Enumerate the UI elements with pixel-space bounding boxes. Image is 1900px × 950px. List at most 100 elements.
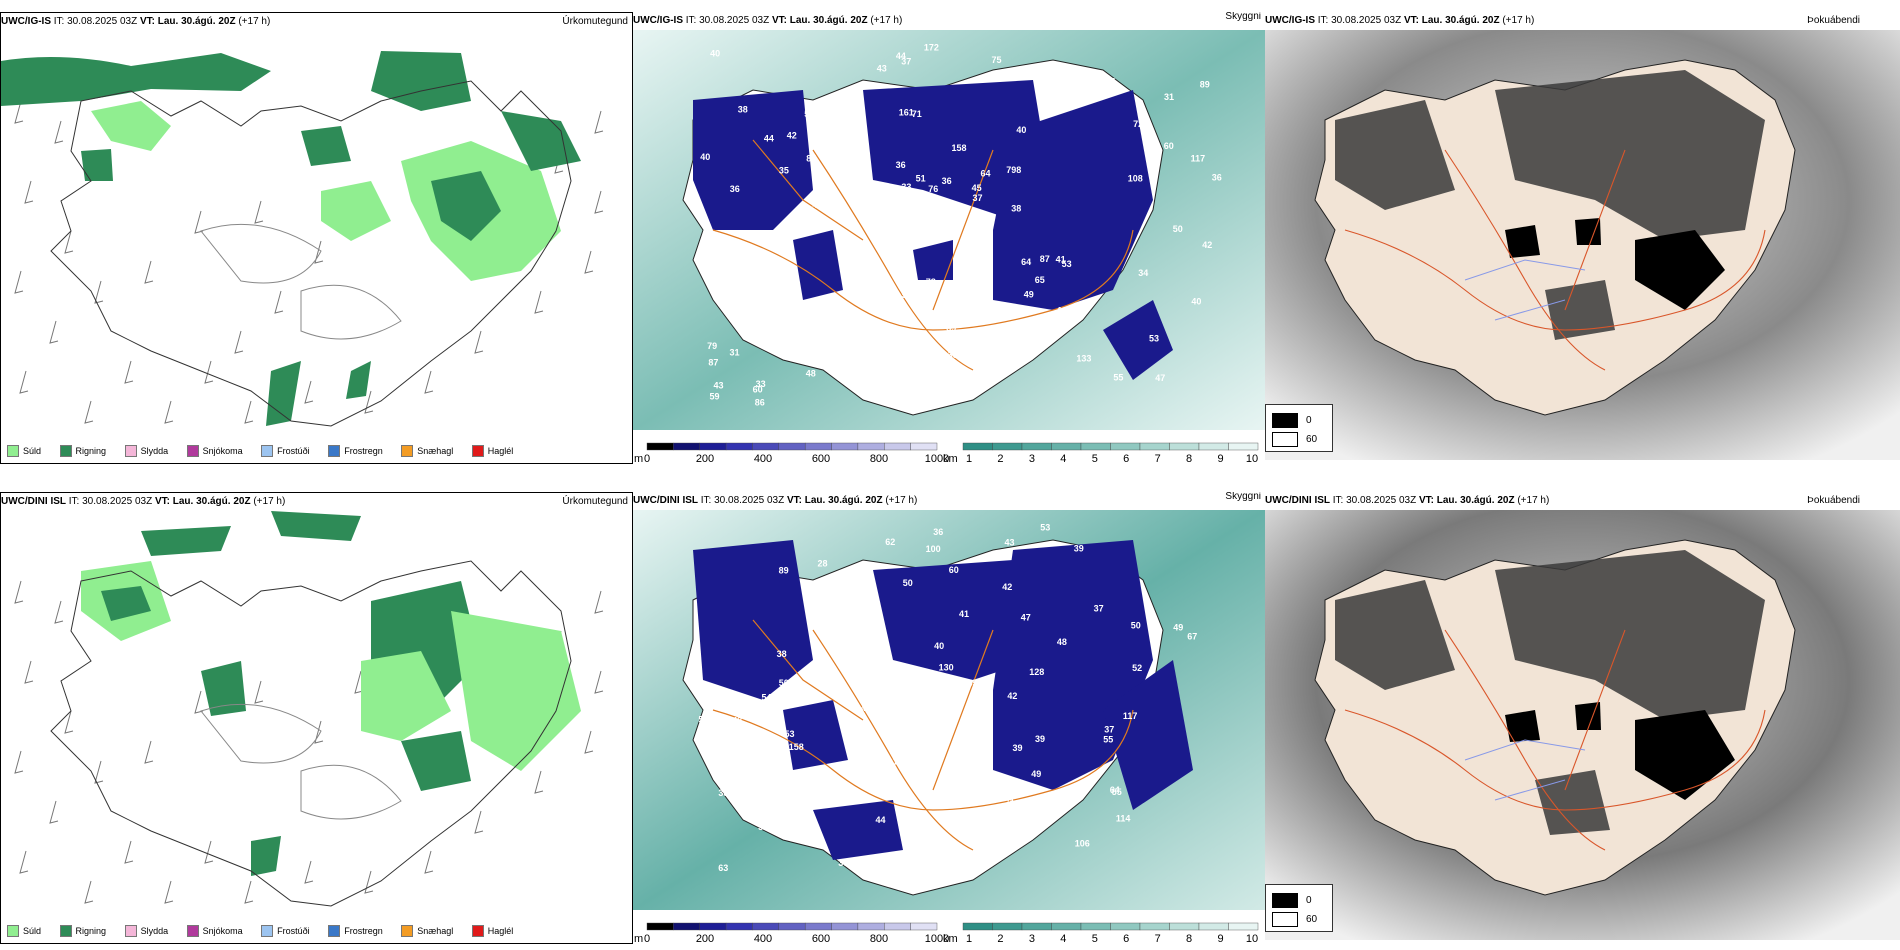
cloud-base-label: 35 [948, 350, 958, 360]
legend-swatch [261, 445, 274, 457]
cloud-base-label: 89 [779, 565, 789, 575]
height-scale-segment [752, 922, 780, 931]
road-network [1344, 629, 1766, 851]
cloud-base-label: 34 [905, 372, 915, 382]
legend-label: Haglél [487, 446, 514, 456]
cloud-base-label: 37 [1078, 73, 1088, 83]
cloud-base-label: 59 [710, 392, 720, 402]
visibility-value-labels: 39 39 28 37 39 33 158 50 50 48 43 36 49 46 45 62 114 170 9… [698, 523, 1198, 880]
low-cloud-areas [693, 80, 1173, 380]
cloud-base-label: 55 [1113, 373, 1123, 383]
legend-label: Súld [23, 926, 42, 936]
model-name: UWC/DINI ISL [633, 495, 698, 506]
model-name: UWC/DINI ISL [1, 496, 66, 507]
cloud-base-label: 34 [732, 310, 742, 320]
panel-header: UWC/DINI ISL IT: 30.08.2025 03Z VT: Lau.… [1, 493, 632, 511]
cloud-base-label: 135 [963, 678, 978, 688]
cloud-base-label: 101 [867, 857, 882, 867]
cloud-base-label: 42 [787, 131, 797, 141]
visibility-scale-segment [1139, 922, 1170, 931]
visibility-scale-segment [1228, 442, 1259, 451]
height-visibility-scales: m 0 200 400 600 800 1000 km 1 2 3 4 5 6 7 8 9 10 [634, 922, 1259, 944]
legend-label: Snjókoma [202, 926, 243, 936]
fog-legend-high-label: 60 [1306, 914, 1318, 925]
cloud-base-label: 35 [869, 770, 879, 780]
cloud-base-label: 43 [732, 716, 742, 726]
height-scale-segment [778, 922, 806, 931]
cloud-base-label: 41 [1056, 255, 1066, 265]
visibility-title: Skyggni [1225, 12, 1261, 22]
cloud-base-label: 65 [1035, 275, 1045, 285]
cloud-base-label: 172 [924, 43, 939, 53]
cloud-base-label: 40 [1191, 296, 1201, 306]
visibility-scale-segment [1021, 922, 1052, 931]
cloud-base-label: 50 [793, 782, 803, 792]
visibility-value-labels: 4736314840331611581281128784716453383736… [700, 43, 1222, 408]
cloud-base-label: 170 [698, 689, 713, 699]
cloud-base-label: 31 [1164, 92, 1174, 102]
legend-swatch [7, 925, 19, 937]
visibility-scale-tick: 2 [997, 453, 1003, 464]
visibility-scale-segment [1110, 922, 1141, 931]
cloud-base-label: 38 [1011, 204, 1021, 214]
visibility-scale-tick: 7 [1155, 933, 1161, 944]
vt-label: VT: [139, 16, 155, 27]
legend-item: Snjókoma [181, 439, 243, 463]
legend-swatch [124, 445, 137, 457]
legend-item: Frostregn [322, 439, 383, 463]
visibility-scale-tick: 4 [1060, 933, 1066, 944]
legend-label: Slydda [140, 926, 169, 936]
legend-item: Súld [1, 439, 41, 463]
legend-label: Frostúði [277, 446, 310, 456]
vt-label: VT: [771, 15, 787, 26]
cloud-base-label: 42 [741, 728, 751, 738]
legend-item: Frostúði [255, 439, 310, 463]
rivers [1464, 739, 1586, 801]
height-scale-segment [831, 922, 859, 931]
height-scale-segment [831, 442, 859, 451]
fog-index-dark-areas [1335, 70, 1765, 340]
cloud-base-label: 43 [1005, 538, 1015, 548]
height-scale-segment [778, 442, 806, 451]
precip-map [1, 511, 632, 921]
cloud-base-label: 117 [1191, 154, 1206, 164]
cloud-base-label: 58 [950, 380, 960, 390]
cloud-base-label: 40 [1016, 125, 1026, 135]
lead-time: (+17 h) [1517, 495, 1550, 506]
height-scale: m 0 200 400 600 800 1000 [634, 442, 949, 464]
fog-legend-high: 60 [1272, 432, 1317, 447]
visibility-scale-segment [992, 442, 1023, 451]
cloud-base-label: 114 [1116, 813, 1131, 823]
cloud-base-label: 315 [787, 770, 802, 780]
cloud-base-label: 63 [718, 863, 728, 873]
coastline [50, 560, 572, 907]
model-name: UWC/DINI ISL [1265, 495, 1330, 506]
legend-swatch [59, 445, 72, 457]
cloud-base-label: 36 [838, 858, 848, 868]
cloud-base-label: 71 [912, 109, 922, 119]
height-scale-tick: 800 [870, 933, 888, 944]
visibility-scale: km 1 2 3 4 5 6 7 8 9 10 [943, 442, 1259, 464]
legend-item: Súld [1, 919, 41, 943]
cloud-base-label: 45 [972, 183, 982, 193]
cloud-base-label: 34 [1138, 268, 1148, 278]
cloud-base-label: 37 [1094, 604, 1104, 614]
legend-label: Frostregn [344, 926, 383, 936]
cloud-base-label: 36 [933, 527, 943, 537]
wind-barbs [14, 580, 604, 904]
cloud-base-label: 46 [955, 686, 965, 696]
legend-swatch [471, 925, 484, 937]
height-scale-segment [857, 442, 885, 451]
legend-swatch [59, 925, 72, 937]
cloud-base-label: 38 [777, 649, 787, 659]
legend-item: Haglél [466, 439, 514, 463]
cloud-base-label: 44 [963, 821, 973, 831]
legend-item: Snæhagl [395, 919, 453, 943]
cloud-base-label: 52 [1132, 663, 1142, 673]
cloud-base-label: 128 [747, 302, 762, 312]
height-scale-segment [699, 922, 727, 931]
fog-legend-high: 60 [1272, 912, 1317, 927]
panel-header: UWC/IG-IS IT: 30.08.2025 03Z VT: Lau. 30… [1265, 12, 1900, 30]
cloud-base-label: 44 [764, 134, 774, 144]
it-value: 30.08.2025 03Z [714, 495, 785, 506]
